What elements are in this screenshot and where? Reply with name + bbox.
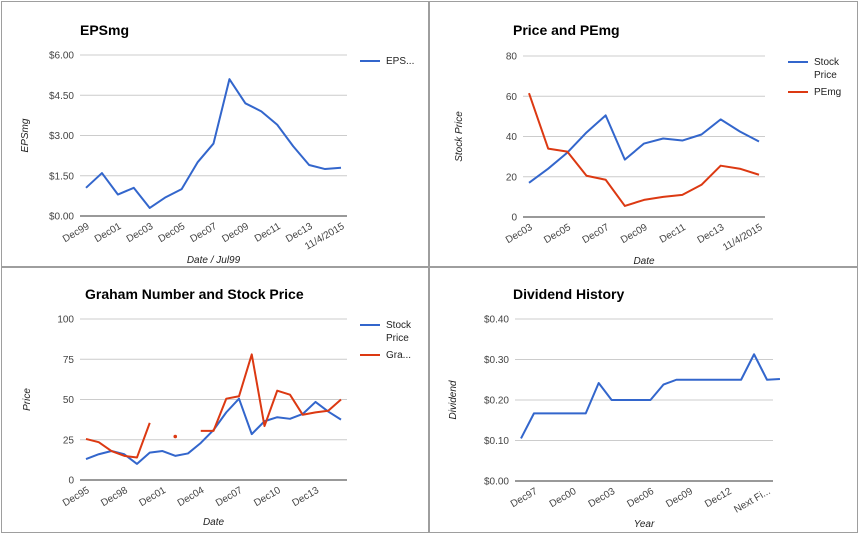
price_pe-xtick-label: 11/4/2015: [721, 222, 765, 254]
eps-x-axis-label: Date / Jul99: [187, 255, 241, 266]
graham-xtick-label: Dec01: [137, 485, 168, 509]
graham-xtick-label: Dec04: [176, 485, 207, 509]
dividend-y-axis-label: Dividend: [448, 380, 459, 419]
eps-xtick-label: Dec05: [157, 221, 188, 245]
price_pe-ytick-label: 0: [511, 213, 517, 224]
dividend-title: Dividend History: [513, 286, 624, 302]
graham-x-axis-label: Date: [203, 517, 225, 528]
dividend-ytick-label: $0.30: [484, 355, 509, 366]
dividend-ytick-label: $0.10: [484, 436, 509, 447]
dividend-ytick-label: $0.20: [484, 396, 509, 407]
eps-xtick-label: Dec09: [220, 221, 251, 245]
graham-legend-label: Price: [386, 333, 409, 344]
graham-series-1-line: [200, 353, 342, 432]
graham-ytick-label: 25: [63, 435, 75, 446]
price_pe-ytick-label: 60: [506, 92, 518, 103]
eps-ytick-label: $0.00: [49, 212, 74, 223]
graham-xtick-label: Dec95: [61, 485, 92, 509]
dividend-xtick-label: Dec09: [664, 486, 695, 510]
graham-ytick-label: 0: [68, 476, 74, 487]
graham-ytick-label: 75: [63, 355, 75, 366]
graham-chart: Graham Number and Stock Price 0 25 50 75 100 D…: [22, 286, 412, 528]
dividend-xtick-label: Dec06: [625, 486, 656, 510]
price_pe-legend-label: Price: [814, 70, 837, 81]
dividend-xtick-label: Dec03: [587, 486, 618, 510]
eps-y-axis-label: EPSmg: [20, 118, 31, 152]
graham-y-axis-label: Price: [22, 388, 33, 411]
dividend-xtick-label: Dec00: [548, 486, 579, 510]
price_pe-ytick-label: 20: [506, 172, 518, 183]
graham-ytick-label: 50: [63, 395, 75, 406]
dividend-xtick-label: Dec97: [509, 486, 540, 510]
eps-xtick-label: Dec99: [61, 221, 92, 245]
eps-chart: EPSmg $0.00 $1.50 $3.00 $4.50 $6.00 Dec99 Dec01…: [20, 22, 414, 266]
graham-xtick-label: Dec13: [290, 485, 321, 509]
price_pe-ytick-label: 40: [506, 132, 518, 143]
eps-ytick-label: $6.00: [49, 51, 74, 62]
price-pe-chart: Price and PEmg 0 20 40 60 80 Dec03 Dec05 Dec07 De…: [454, 22, 841, 267]
eps-series-0-line: [85, 78, 342, 209]
graham-series-1-point: [173, 434, 178, 439]
dividend-xtick-label: Next Fi...: [732, 486, 772, 516]
eps-xtick-label: Dec11: [253, 221, 283, 245]
eps-ytick-label: $4.50: [49, 91, 74, 102]
dividend-chart-panel: Dividend History $0.00 $0.10 $0.20 $0.30 $0.4…: [429, 267, 858, 533]
graham-title: Graham Number and Stock Price: [85, 286, 304, 302]
dividend-ytick-label: $0.00: [484, 477, 509, 488]
dividend-chart: Dividend History $0.00 $0.10 $0.20 $0.30 $0.4…: [448, 286, 781, 530]
eps-xtick-label: Dec07: [188, 221, 219, 245]
eps-ytick-label: $3.00: [49, 131, 74, 142]
price_pe-series-0-line: [528, 114, 760, 184]
dividend-x-axis-label: Year: [634, 519, 655, 530]
graham-ytick-label: 100: [57, 315, 74, 326]
eps-legend-label: EPS...: [386, 56, 414, 67]
price_pe-series-1-line: [528, 92, 760, 207]
graham-chart-panel: Graham Number and Stock Price 0 25 50 75 100 D…: [1, 267, 429, 533]
dividend-xtick-label: Dec12: [703, 486, 734, 510]
price_pe-legend-label: Stock: [814, 57, 840, 68]
price_pe-legend-label: PEmg: [814, 87, 841, 98]
eps-xtick-label: Dec01: [93, 221, 124, 245]
price_pe-xtick-label: Dec05: [542, 222, 573, 246]
price_pe-xtick-label: Dec11: [658, 222, 688, 246]
graham-series-1-line: [85, 422, 151, 459]
graham-legend-label: Gra...: [386, 350, 411, 361]
price_pe-ytick-label: 80: [506, 52, 518, 63]
price_pe-xtick-label: Dec09: [619, 222, 650, 246]
price_pe-title: Price and PEmg: [513, 22, 620, 38]
eps-xtick-label: Dec03: [125, 221, 156, 245]
graham-legend-label: Stock: [386, 320, 412, 331]
eps-title: EPSmg: [80, 22, 129, 38]
dividend-series-0-line: [520, 353, 781, 439]
graham-xtick-label: Dec10: [252, 485, 283, 509]
eps-chart-panel: EPSmg $0.00 $1.50 $3.00 $4.50 $6.00 Dec99 Dec01…: [1, 1, 429, 267]
dividend-ytick-label: $0.40: [484, 315, 509, 326]
price_pe-x-axis-label: Date: [633, 256, 655, 267]
graham-xtick-label: Dec98: [99, 485, 130, 509]
price_pe-xtick-label: Dec07: [581, 222, 612, 246]
graham-xtick-label: Dec07: [214, 485, 245, 509]
eps-ytick-label: $1.50: [49, 171, 74, 182]
price_pe-y-axis-label: Stock Price: [454, 111, 465, 162]
price_pe-xtick-label: Dec03: [504, 222, 535, 246]
price-pe-chart-panel: Price and PEmg 0 20 40 60 80 Dec03 Dec05 Dec07 De…: [429, 1, 858, 267]
